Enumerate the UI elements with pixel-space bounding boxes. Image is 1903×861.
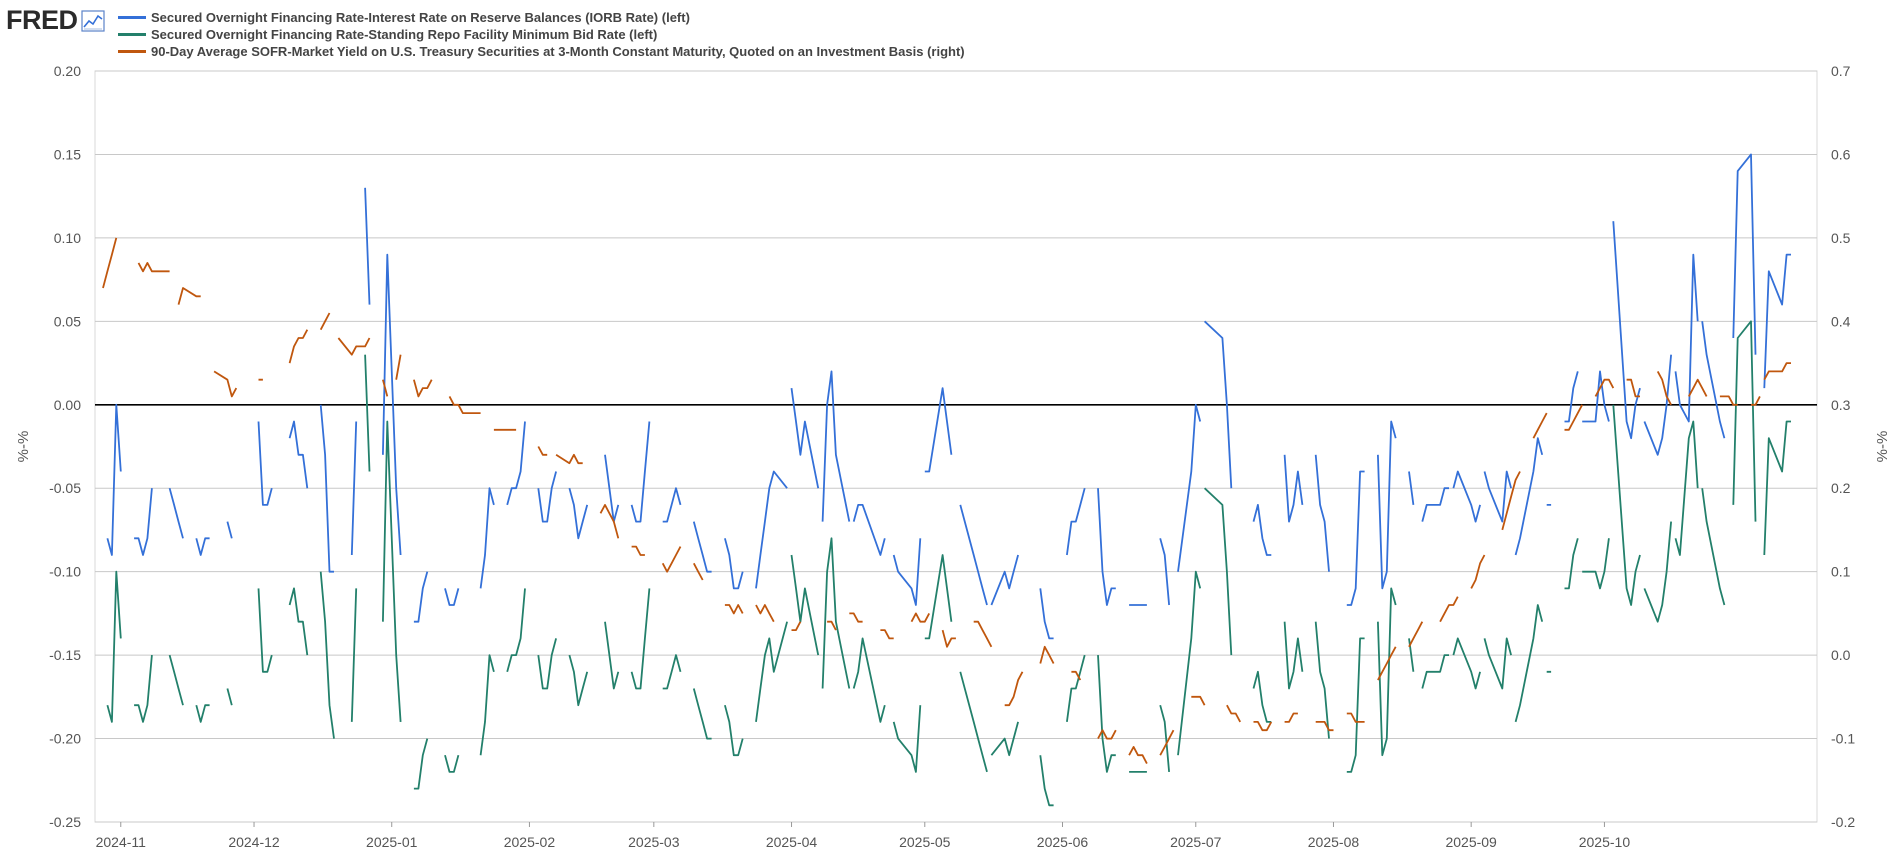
trend-line-icon xyxy=(80,9,105,32)
legend-item-tbill[interactable]: 90-Day Average SOFR-Market Yield on U.S.… xyxy=(118,43,965,60)
x-tick-label: 2025-07 xyxy=(1170,834,1222,850)
y-right-tick-label: 0.2 xyxy=(1831,480,1851,496)
chart-header: FRED Secured Overnight Financing Rate-In… xyxy=(0,0,1903,66)
fred-logo[interactable]: FRED xyxy=(6,5,105,36)
y-axis-title-right: %-% xyxy=(1874,431,1891,463)
y-axis-title-left: %-% xyxy=(15,431,32,463)
y-left-tick-label: -0.25 xyxy=(49,814,81,830)
y-right-tick-label: 0.5 xyxy=(1831,230,1851,246)
x-tick-label: 2025-05 xyxy=(899,834,951,850)
legend-swatch-srf xyxy=(118,33,146,36)
series-line-tbill xyxy=(102,237,1791,765)
y-right-tick-label: 0.4 xyxy=(1831,313,1851,329)
chart-legend: Secured Overnight Financing Rate-Interes… xyxy=(118,9,965,60)
y-right-tick-label: -0.2 xyxy=(1831,814,1855,830)
legend-label-srf: Secured Overnight Financing Rate-Standin… xyxy=(151,27,658,42)
y-left-tick-label: 0.05 xyxy=(54,313,81,329)
fred-logo-text: FRED xyxy=(6,5,78,35)
legend-item-srf[interactable]: Secured Overnight Financing Rate-Standin… xyxy=(118,26,965,43)
x-tick-label: 2025-01 xyxy=(366,834,418,850)
y-right-tick-label: 0.3 xyxy=(1831,397,1851,413)
legend-swatch-tbill xyxy=(118,50,146,53)
x-tick-label: 2025-06 xyxy=(1037,834,1089,850)
y-left-tick-label: -0.20 xyxy=(49,731,81,747)
y-left-tick-label: -0.10 xyxy=(49,564,81,580)
y-right-tick-label: 0.6 xyxy=(1831,146,1851,162)
y-left-tick-label: 0.20 xyxy=(54,63,81,79)
series-line-srf xyxy=(106,320,1791,807)
x-tick-label: 2025-02 xyxy=(504,834,556,850)
x-tick-label: 2024-12 xyxy=(228,834,280,850)
x-tick-label: 2025-09 xyxy=(1445,834,1497,850)
x-tick-label: 2024-11 xyxy=(96,834,147,850)
y-right-tick-label: -0.1 xyxy=(1831,731,1855,747)
x-tick-label: 2025-08 xyxy=(1308,834,1360,850)
x-tick-label: 2025-04 xyxy=(766,834,818,850)
legend-label-tbill: 90-Day Average SOFR-Market Yield on U.S.… xyxy=(151,44,965,59)
grid-lines xyxy=(94,70,1818,823)
y-left-tick-label: 0.00 xyxy=(54,397,81,413)
legend-swatch-iorb xyxy=(118,16,146,19)
legend-item-iorb[interactable]: Secured Overnight Financing Rate-Interes… xyxy=(118,9,965,26)
y-left-tick-label: 0.15 xyxy=(54,146,81,162)
series-lines xyxy=(102,153,1791,807)
plot-frame xyxy=(94,70,1818,823)
legend-label-iorb: Secured Overnight Financing Rate-Interes… xyxy=(151,10,690,25)
y-left-tick-label: -0.05 xyxy=(49,480,81,496)
y-right-tick-label: 0.0 xyxy=(1831,647,1851,663)
y-left-tick-label: -0.15 xyxy=(49,647,81,663)
x-tick-label: 2025-10 xyxy=(1579,834,1631,850)
axes: 0.200.150.100.050.00-0.05-0.10-0.15-0.20… xyxy=(15,63,1891,850)
y-right-tick-label: 0.7 xyxy=(1831,63,1851,79)
x-tick-label: 2025-03 xyxy=(628,834,680,850)
y-left-tick-label: 0.10 xyxy=(54,230,81,246)
y-right-tick-label: 0.1 xyxy=(1831,564,1851,580)
series-line-iorb xyxy=(106,153,1791,640)
